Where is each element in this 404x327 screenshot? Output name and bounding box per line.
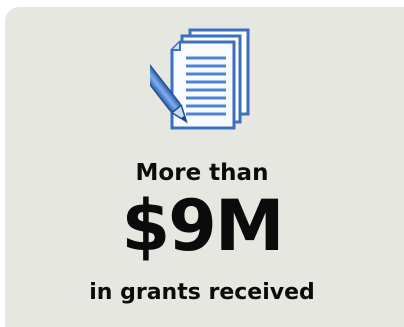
stat-value: $9M bbox=[121, 185, 284, 267]
document-pen-icon bbox=[150, 24, 258, 136]
stat-prefix: More than bbox=[135, 160, 269, 186]
stat-suffix: in grants received bbox=[89, 280, 315, 305]
